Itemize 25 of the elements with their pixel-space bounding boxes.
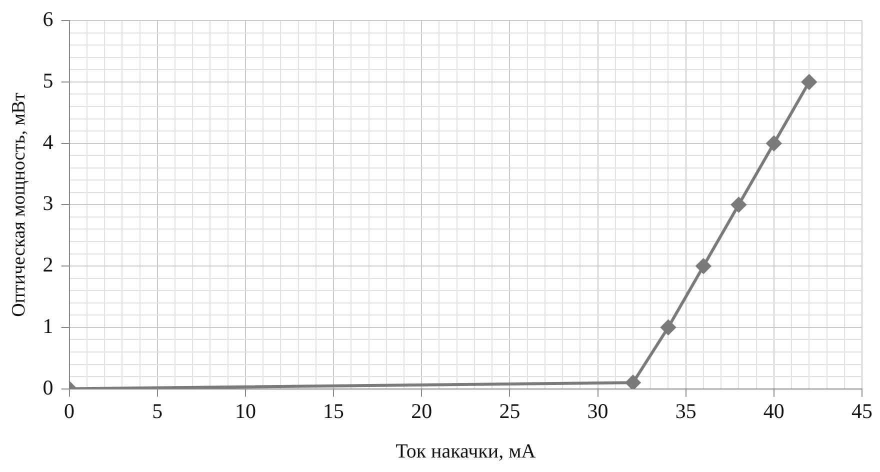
x-tick-label: 5 bbox=[152, 398, 163, 423]
x-tick-label: 30 bbox=[587, 398, 608, 423]
point bbox=[802, 74, 817, 90]
x-tick-label: 20 bbox=[411, 398, 432, 423]
y-tick-label: 4 bbox=[42, 130, 54, 154]
y-tick-label: 3 bbox=[42, 191, 54, 216]
x-tick-label: 40 bbox=[763, 398, 784, 423]
x-tick-label: 15 bbox=[323, 398, 344, 423]
x-tick-label: 45 bbox=[852, 398, 872, 423]
y-tick-label: 1 bbox=[42, 314, 54, 338]
y-tick-label: 5 bbox=[42, 68, 54, 92]
y-axis-title: Оптическая мощность, мВт bbox=[8, 92, 30, 317]
point bbox=[731, 197, 746, 212]
y-tick-label: 0 bbox=[42, 375, 54, 400]
y-tick-label: 6 bbox=[42, 7, 54, 32]
x-tick-label: 10 bbox=[234, 398, 256, 423]
x-tick-label: 0 bbox=[64, 398, 75, 423]
point bbox=[766, 136, 782, 151]
y-tick-label: 2 bbox=[42, 252, 54, 277]
point bbox=[696, 258, 711, 274]
x-tick-label: 35 bbox=[675, 398, 696, 423]
point bbox=[660, 320, 676, 335]
x-tick-label: 25 bbox=[499, 398, 520, 423]
point bbox=[626, 375, 640, 389]
x-axis-title: Ток накачки, мА bbox=[396, 440, 536, 462]
